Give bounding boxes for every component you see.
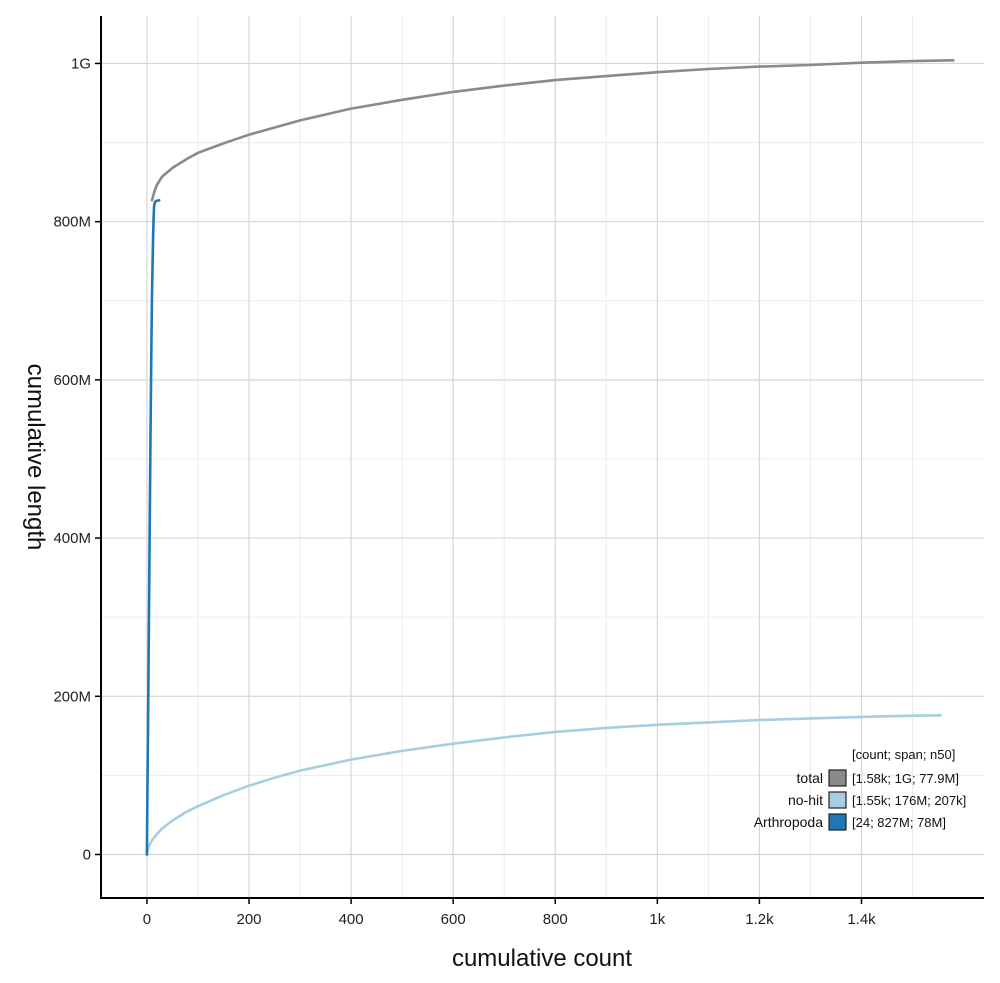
y-axis-title: cumulative length bbox=[22, 364, 49, 551]
y-tick-label: 1G bbox=[71, 55, 91, 72]
y-tick-label: 0 bbox=[83, 846, 91, 863]
legend-swatch-arthropoda bbox=[828, 813, 847, 831]
tick-labels: 0 200 400 600 800 1k 1.2k 1.4k 0 200M 400M 600M 800M… bbox=[53, 55, 876, 928]
legend-stats-no-hit: [1.55k; 176M; 207k] bbox=[852, 793, 966, 808]
series-line-total bbox=[150, 58, 955, 202]
x-tick-label: 1.4k bbox=[847, 911, 876, 928]
x-tick-label: 0 bbox=[143, 911, 151, 928]
grid bbox=[101, 16, 984, 898]
x-tick-label: 800 bbox=[543, 911, 568, 928]
legend-stats-arthropoda: [24; 827M; 78M] bbox=[852, 815, 946, 830]
x-tick-label: 400 bbox=[339, 911, 364, 928]
x-axis-title: cumulative count bbox=[452, 945, 632, 972]
legend-label-arthropoda: Arthropoda bbox=[754, 814, 823, 830]
series-line-no-hit bbox=[145, 713, 942, 856]
x-tick-label: 1.2k bbox=[745, 911, 774, 928]
x-tick-label: 600 bbox=[441, 911, 466, 928]
series-lines bbox=[145, 58, 955, 856]
legend-stats-total: [1.58k; 1G; 77.9M] bbox=[852, 771, 959, 786]
x-tick-label: 1k bbox=[649, 911, 665, 928]
y-tick-label: 800M bbox=[53, 214, 91, 231]
legend: [count; span; n50] total [1.58k; 1G; 77.9… bbox=[754, 747, 966, 831]
x-tick-label: 200 bbox=[237, 911, 262, 928]
legend-swatch-total bbox=[828, 769, 847, 787]
y-tick-label: 200M bbox=[53, 688, 91, 705]
legend-header: [count; span; n50] bbox=[852, 747, 955, 762]
axes bbox=[100, 16, 984, 899]
legend-label-total: total bbox=[797, 770, 823, 786]
y-tick-label: 400M bbox=[53, 530, 91, 547]
series-line-arthropoda bbox=[145, 199, 161, 856]
y-tick-label: 600M bbox=[53, 372, 91, 389]
legend-label-no-hit: no-hit bbox=[788, 792, 823, 808]
legend-swatch-no-hit bbox=[828, 791, 847, 809]
